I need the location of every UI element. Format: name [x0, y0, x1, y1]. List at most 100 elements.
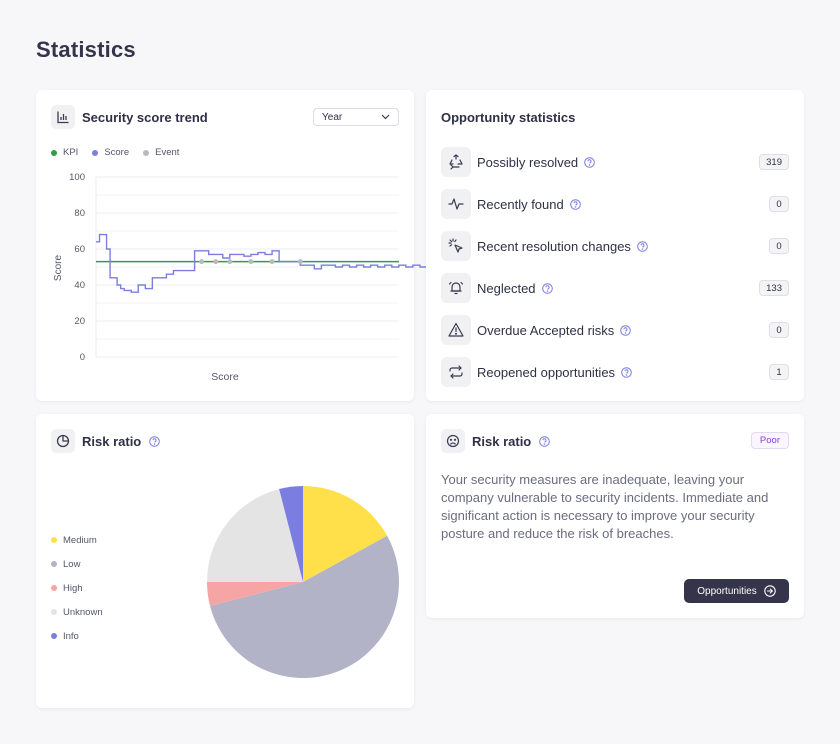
y-tick-label: 20	[74, 316, 85, 327]
help-icon[interactable]	[541, 282, 553, 294]
risk-ratio-summary-card: Risk ratio Poor Your security measures a…	[426, 414, 804, 618]
y-tick-label: 100	[69, 172, 85, 183]
opportunity-label: Possibly resolved	[477, 154, 579, 170]
page-title: Statistics	[36, 37, 136, 62]
cursor-click-icon	[441, 231, 471, 261]
legend-dot-high	[51, 585, 57, 591]
pie-slice-info[interactable]	[279, 486, 303, 582]
opportunity-label: Overdue Accepted risks	[477, 322, 615, 338]
x-axis-label: Score	[211, 371, 239, 383]
opportunity-row-recently-found[interactable]: Recently found 0	[441, 189, 789, 219]
opportunity-label: Recently found	[477, 196, 564, 212]
legend-item-info[interactable]: Info	[51, 624, 103, 648]
opportunity-label: Reopened opportunities	[477, 364, 616, 380]
opportunity-row-recent-resolution-changes[interactable]: Recent resolution changes 0	[441, 231, 789, 261]
help-icon[interactable]	[149, 435, 161, 447]
range-select-value: Year	[322, 111, 343, 123]
opportunities-button-label: Opportunities	[697, 585, 757, 597]
pie-slice-low[interactable]	[210, 535, 399, 678]
count-badge: 0	[769, 238, 789, 254]
pulse-icon	[441, 189, 471, 219]
risk-ratio-chart-card: Risk ratio Medium Low High Unknown Info	[36, 414, 414, 708]
range-select[interactable]: Year	[313, 108, 399, 126]
legend-dot-medium	[51, 537, 57, 543]
legend-item-event[interactable]: Event	[143, 147, 179, 158]
help-icon[interactable]	[584, 156, 595, 168]
score-trend-chart: 100 80 60 40 20 0 Score Score	[53, 172, 428, 383]
chevron-down-icon	[381, 114, 390, 120]
opportunity-row-neglected[interactable]: Neglected 133	[441, 273, 789, 303]
help-icon[interactable]	[620, 324, 632, 336]
legend-dot-info	[51, 633, 57, 639]
pie-chart-icon	[51, 429, 75, 453]
y-tick-label: 0	[80, 352, 85, 363]
opportunity-card-title: Opportunity statistics	[441, 110, 576, 125]
help-icon[interactable]	[637, 240, 648, 252]
opportunity-label: Recent resolution changes	[477, 238, 631, 254]
opportunity-row-reopened-opportunities[interactable]: Reopened opportunities 1	[441, 357, 789, 387]
legend-dot-unknown	[51, 609, 57, 615]
event-point[interactable]	[297, 259, 303, 265]
count-badge: 0	[769, 196, 789, 212]
legend-label-info: Info	[63, 630, 79, 642]
risk-chart-header: Risk ratio	[51, 429, 161, 453]
sad-face-icon	[441, 429, 465, 453]
legend-item-high[interactable]: High	[51, 576, 103, 600]
y-tick-label: 40	[74, 280, 85, 291]
risk-summary-header: Risk ratio	[441, 429, 551, 453]
help-icon[interactable]	[621, 366, 632, 378]
risk-legend: Medium Low High Unknown Info	[51, 528, 103, 648]
count-badge: 1	[769, 364, 789, 380]
event-point[interactable]	[199, 259, 205, 265]
bar-chart-icon	[51, 105, 75, 129]
legend-dot-event	[143, 149, 150, 156]
count-badge: 133	[759, 280, 789, 296]
legend-item-score[interactable]: Score	[92, 147, 129, 158]
legend-item-kpi[interactable]: KPI	[51, 147, 78, 158]
bell-ring-icon	[441, 273, 471, 303]
pie-slice-medium[interactable]	[303, 486, 388, 582]
event-point[interactable]	[213, 259, 219, 265]
pie-slice-high[interactable]	[207, 582, 303, 606]
legend-dot-kpi	[51, 149, 57, 156]
event-point[interactable]	[227, 259, 233, 265]
help-icon[interactable]	[569, 198, 581, 210]
help-icon[interactable]	[539, 435, 551, 447]
legend-label-high: High	[63, 582, 83, 594]
risk-level-badge: Poor	[750, 432, 789, 449]
opportunity-row-possibly-resolved[interactable]: Possibly resolved 319	[441, 147, 789, 177]
legend-label-medium: Medium	[63, 534, 97, 546]
count-badge: 0	[769, 322, 789, 338]
legend-label-unknown: Unknown	[63, 606, 103, 618]
y-tick-label: 60	[74, 244, 85, 255]
risk-description: Your security measures are inadequate, l…	[441, 472, 769, 541]
legend-item-unknown[interactable]: Unknown	[51, 600, 103, 624]
event-point[interactable]	[269, 259, 275, 265]
y-tick-label: 80	[74, 208, 85, 219]
risk-chart-title: Risk ratio	[82, 433, 142, 449]
arrow-right-circle-icon	[763, 585, 776, 597]
risk-summary-title: Risk ratio	[472, 433, 532, 449]
pie-slice-unknown[interactable]	[207, 489, 303, 582]
event-point[interactable]	[248, 259, 254, 265]
recycle-icon	[441, 147, 471, 177]
trend-card-header: Security score trend	[51, 105, 208, 129]
opportunity-row-overdue-accepted-risks[interactable]: Overdue Accepted risks 0	[441, 315, 789, 345]
legend-label-kpi: KPI	[63, 147, 79, 158]
score-line	[96, 233, 428, 293]
legend-label-score: Score	[104, 147, 130, 158]
count-badge: 319	[759, 154, 789, 170]
warning-icon	[441, 315, 471, 345]
legend-item-low[interactable]: Low	[51, 552, 103, 576]
risk-pie-chart	[207, 486, 399, 678]
opportunity-statistics-card: Opportunity statistics Possibly resolved…	[426, 90, 804, 401]
legend-dot-low	[51, 561, 57, 567]
trend-card-title: Security score trend	[82, 109, 208, 125]
security-score-trend-card: Security score trend Year KPI Score Even…	[36, 90, 428, 401]
opportunity-label: Neglected	[477, 280, 536, 296]
opportunities-button[interactable]: Opportunities	[684, 579, 789, 603]
legend-label-event: Event	[155, 147, 180, 158]
trend-legend: KPI Score Event	[51, 147, 179, 158]
y-axis-label: Score	[53, 255, 64, 282]
legend-item-medium[interactable]: Medium	[51, 528, 103, 552]
